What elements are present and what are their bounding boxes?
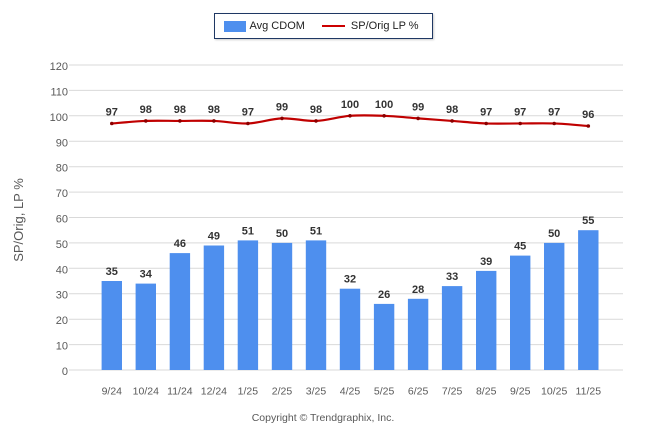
svg-text:4/25: 4/25 [340,386,361,398]
svg-text:26: 26 [378,289,390,301]
svg-text:99: 99 [276,101,288,113]
svg-text:98: 98 [310,104,322,116]
svg-text:97: 97 [480,107,492,119]
svg-text:34: 34 [140,269,153,281]
svg-text:110: 110 [50,86,68,98]
svg-text:97: 97 [106,107,118,119]
svg-text:1/25: 1/25 [238,386,259,398]
svg-text:60: 60 [56,214,68,226]
svg-text:90: 90 [56,137,68,149]
svg-text:51: 51 [242,225,254,237]
svg-text:50: 50 [276,228,288,240]
svg-text:40: 40 [56,264,68,276]
svg-text:51: 51 [310,225,322,237]
svg-text:33: 33 [446,271,458,283]
svg-text:80: 80 [56,163,68,175]
svg-text:20: 20 [56,315,68,327]
svg-text:70: 70 [56,188,68,200]
svg-text:97: 97 [548,107,560,119]
svg-text:9/24: 9/24 [102,386,123,398]
svg-text:11/24: 11/24 [167,386,193,398]
svg-text:100: 100 [50,112,68,124]
svg-text:10: 10 [56,341,68,353]
svg-text:32: 32 [344,274,356,286]
svg-text:50: 50 [56,239,68,251]
svg-text:98: 98 [208,104,220,116]
svg-text:9/25: 9/25 [510,386,531,398]
svg-text:2/25: 2/25 [272,386,293,398]
svg-text:3/25: 3/25 [306,386,327,398]
svg-text:100: 100 [375,99,393,111]
svg-text:55: 55 [582,215,594,227]
svg-text:6/25: 6/25 [408,386,429,398]
svg-text:10/24: 10/24 [133,386,159,398]
svg-text:30: 30 [56,290,68,302]
svg-text:10/25: 10/25 [541,386,567,398]
svg-text:96: 96 [582,109,594,121]
svg-text:99: 99 [412,101,424,113]
svg-text:5/25: 5/25 [374,386,395,398]
svg-text:7/25: 7/25 [442,386,463,398]
svg-text:97: 97 [242,107,254,119]
svg-text:28: 28 [412,284,424,296]
svg-text:120: 120 [50,61,68,73]
svg-text:98: 98 [174,104,186,116]
svg-text:11/25: 11/25 [576,386,602,398]
svg-text:100: 100 [341,99,359,111]
svg-text:98: 98 [140,104,152,116]
svg-text:97: 97 [514,107,526,119]
svg-text:12/24: 12/24 [201,386,227,398]
svg-text:50: 50 [548,228,560,240]
svg-text:49: 49 [208,231,220,243]
svg-text:46: 46 [174,238,186,250]
svg-text:35: 35 [106,266,118,278]
svg-text:39: 39 [480,256,492,268]
svg-text:8/25: 8/25 [476,386,497,398]
svg-text:98: 98 [446,104,458,116]
svg-text:45: 45 [514,241,526,253]
svg-text:0: 0 [62,366,68,378]
